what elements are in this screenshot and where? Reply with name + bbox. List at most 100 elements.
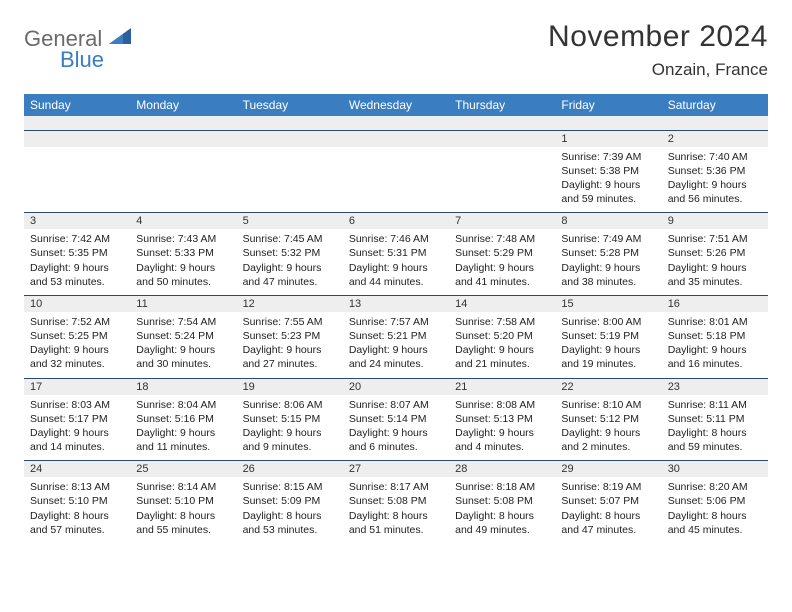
daynum-row: 10111213141516 — [24, 295, 768, 312]
daylight-text: Daylight: 9 hours — [349, 261, 443, 275]
day-detail-cell: Sunrise: 8:18 AMSunset: 5:08 PMDaylight:… — [449, 477, 555, 543]
logo-sail-icon — [109, 28, 131, 44]
sunrise-text: Sunrise: 8:06 AM — [243, 398, 337, 412]
day-number-cell: 25 — [130, 461, 236, 478]
day-header: Saturday — [662, 94, 768, 116]
daylight-text: and 9 minutes. — [243, 440, 337, 454]
daylight-text: and 38 minutes. — [561, 275, 655, 289]
daylight-text: Daylight: 9 hours — [136, 343, 230, 357]
sunset-text: Sunset: 5:19 PM — [561, 329, 655, 343]
day-header: Monday — [130, 94, 236, 116]
daylight-text: Daylight: 8 hours — [455, 509, 549, 523]
daylight-text: and 32 minutes. — [30, 357, 124, 371]
day-detail-cell: Sunrise: 8:14 AMSunset: 5:10 PMDaylight:… — [130, 477, 236, 543]
sunset-text: Sunset: 5:24 PM — [136, 329, 230, 343]
daynum-row: 12 — [24, 130, 768, 147]
daylight-text: Daylight: 9 hours — [561, 261, 655, 275]
day-detail-cell: Sunrise: 8:19 AMSunset: 5:07 PMDaylight:… — [555, 477, 661, 543]
sunset-text: Sunset: 5:08 PM — [455, 494, 549, 508]
day-number: 12 — [243, 298, 255, 310]
sunrise-text: Sunrise: 8:10 AM — [561, 398, 655, 412]
sunrise-text: Sunrise: 7:39 AM — [561, 150, 655, 164]
day-number-cell: 26 — [237, 461, 343, 478]
day-number: 11 — [136, 298, 147, 310]
day-detail-cell: Sunrise: 8:08 AMSunset: 5:13 PMDaylight:… — [449, 395, 555, 461]
daylight-text: and 16 minutes. — [668, 357, 762, 371]
day-number-cell: 24 — [24, 461, 130, 478]
daylight-text: Daylight: 9 hours — [455, 426, 549, 440]
day-number: 2 — [668, 133, 674, 145]
sunrise-text: Sunrise: 8:18 AM — [455, 480, 549, 494]
day-number: 30 — [668, 463, 680, 475]
day-number-cell: 13 — [343, 295, 449, 312]
sunset-text: Sunset: 5:09 PM — [243, 494, 337, 508]
day-detail-cell — [130, 147, 236, 213]
sunset-text: Sunset: 5:13 PM — [455, 412, 549, 426]
day-number: 27 — [349, 463, 361, 475]
daylight-text: and 2 minutes. — [561, 440, 655, 454]
daylight-text: and 47 minutes. — [561, 523, 655, 537]
daylight-text: and 21 minutes. — [455, 357, 549, 371]
day-detail-cell — [237, 147, 343, 213]
sunrise-text: Sunrise: 7:42 AM — [30, 232, 124, 246]
sunset-text: Sunset: 5:25 PM — [30, 329, 124, 343]
day-number-cell: 30 — [662, 461, 768, 478]
sunrise-text: Sunrise: 8:03 AM — [30, 398, 124, 412]
sunset-text: Sunset: 5:29 PM — [455, 246, 549, 260]
daylight-text: Daylight: 9 hours — [668, 261, 762, 275]
day-number: 19 — [243, 381, 255, 393]
day-detail-cell: Sunrise: 8:20 AMSunset: 5:06 PMDaylight:… — [662, 477, 768, 543]
daylight-text: and 24 minutes. — [349, 357, 443, 371]
daylight-text: and 57 minutes. — [30, 523, 124, 537]
day-number: 21 — [455, 381, 467, 393]
daylight-text: Daylight: 9 hours — [136, 261, 230, 275]
daylight-text: and 53 minutes. — [243, 523, 337, 537]
day-detail-cell: Sunrise: 7:48 AMSunset: 5:29 PMDaylight:… — [449, 229, 555, 295]
day-number-cell: 20 — [343, 378, 449, 395]
sunrise-text: Sunrise: 8:14 AM — [136, 480, 230, 494]
sunrise-text: Sunrise: 8:01 AM — [668, 315, 762, 329]
day-detail-cell — [343, 147, 449, 213]
sunrise-text: Sunrise: 7:40 AM — [668, 150, 762, 164]
sunrise-text: Sunrise: 7:43 AM — [136, 232, 230, 246]
day-number: 9 — [668, 215, 674, 227]
logo-text-block: General Blue — [24, 28, 131, 71]
day-number-cell: 10 — [24, 295, 130, 312]
sunrise-text: Sunrise: 7:58 AM — [455, 315, 549, 329]
daylight-text: and 41 minutes. — [455, 275, 549, 289]
day-header: Wednesday — [343, 94, 449, 116]
daylight-text: and 6 minutes. — [349, 440, 443, 454]
day-header: Friday — [555, 94, 661, 116]
sunrise-text: Sunrise: 8:00 AM — [561, 315, 655, 329]
daylight-text: Daylight: 8 hours — [243, 509, 337, 523]
daylight-text: and 47 minutes. — [243, 275, 337, 289]
day-number-cell: 2 — [662, 130, 768, 147]
sunset-text: Sunset: 5:08 PM — [349, 494, 443, 508]
day-detail-cell — [24, 147, 130, 213]
daylight-text: and 55 minutes. — [136, 523, 230, 537]
daylight-text: and 53 minutes. — [30, 275, 124, 289]
daylight-text: Daylight: 9 hours — [349, 426, 443, 440]
daylight-text: and 35 minutes. — [668, 275, 762, 289]
day-detail-cell: Sunrise: 8:06 AMSunset: 5:15 PMDaylight:… — [237, 395, 343, 461]
day-number-cell: 14 — [449, 295, 555, 312]
sunrise-text: Sunrise: 7:55 AM — [243, 315, 337, 329]
day-detail-cell: Sunrise: 7:51 AMSunset: 5:26 PMDaylight:… — [662, 229, 768, 295]
daylight-text: Daylight: 9 hours — [561, 178, 655, 192]
daylight-text: and 59 minutes. — [668, 440, 762, 454]
sunrise-text: Sunrise: 8:19 AM — [561, 480, 655, 494]
calendar-table: Sunday Monday Tuesday Wednesday Thursday… — [24, 94, 768, 543]
sunrise-text: Sunrise: 8:15 AM — [243, 480, 337, 494]
sunset-text: Sunset: 5:10 PM — [136, 494, 230, 508]
sunset-text: Sunset: 5:23 PM — [243, 329, 337, 343]
day-number: 26 — [243, 463, 255, 475]
month-title: November 2024 — [548, 20, 768, 54]
day-number-cell: 5 — [237, 213, 343, 230]
sunrise-text: Sunrise: 7:48 AM — [455, 232, 549, 246]
detail-row: Sunrise: 7:52 AMSunset: 5:25 PMDaylight:… — [24, 312, 768, 378]
day-number: 1 — [561, 133, 567, 145]
day-number-cell: 9 — [662, 213, 768, 230]
daylight-text: Daylight: 8 hours — [668, 509, 762, 523]
daynum-row: 24252627282930 — [24, 461, 768, 478]
sunset-text: Sunset: 5:26 PM — [668, 246, 762, 260]
